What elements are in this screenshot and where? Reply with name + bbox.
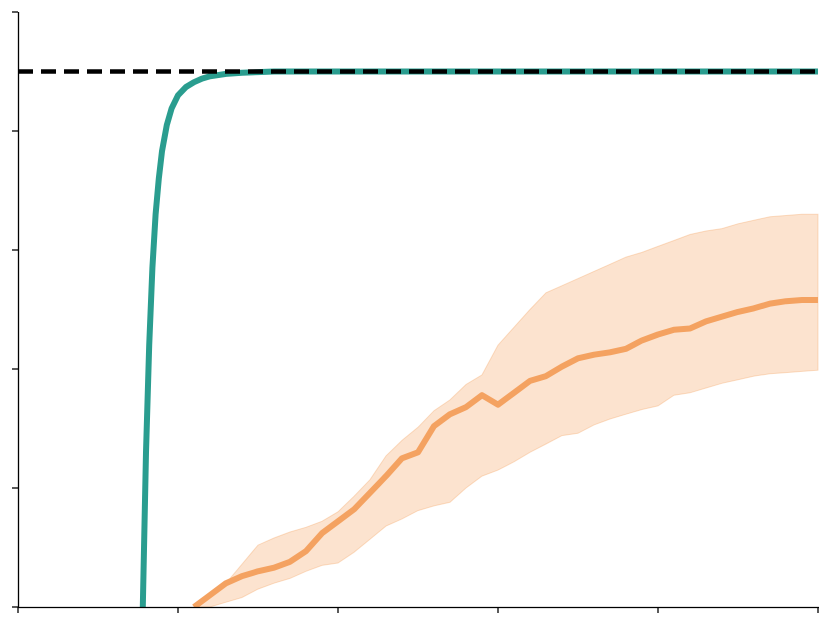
x-ticks <box>17 607 819 613</box>
series-lines <box>139 68 818 607</box>
series-line <box>139 68 818 607</box>
confidence-band <box>193 213 819 607</box>
series-line <box>192 297 818 607</box>
y-ticks <box>12 11 18 608</box>
axes <box>12 11 819 613</box>
confidence-bands <box>193 213 819 607</box>
